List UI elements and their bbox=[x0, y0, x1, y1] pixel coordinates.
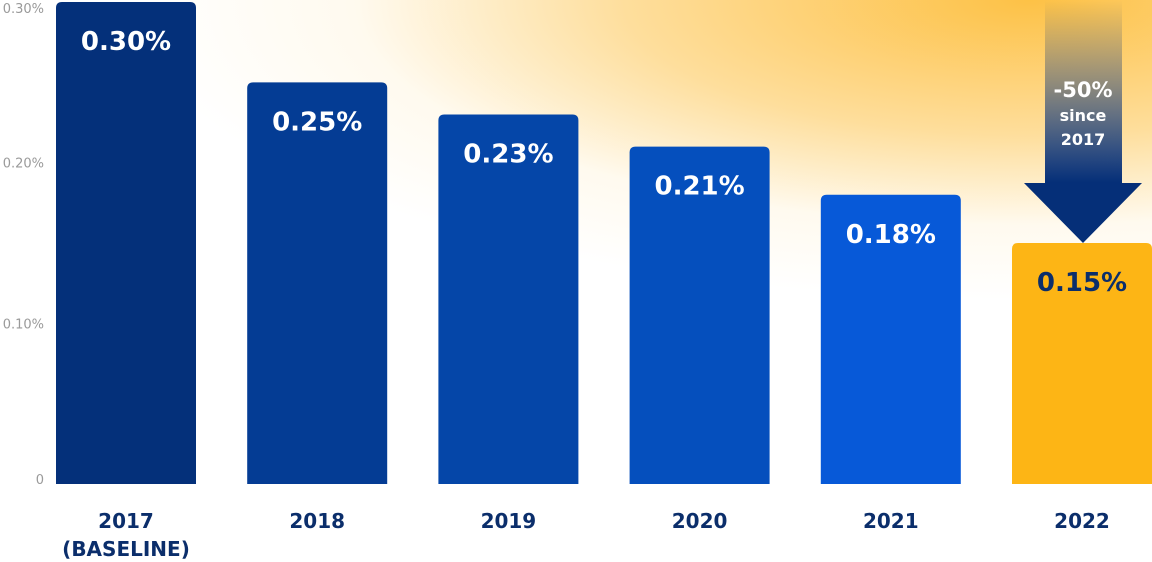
y-tick-label: 0.30% bbox=[3, 2, 44, 17]
bar-2019 bbox=[438, 114, 579, 484]
data-label: 0.30% bbox=[81, 27, 171, 57]
y-tick-label: 0.20% bbox=[3, 157, 44, 172]
bar-2018 bbox=[247, 82, 388, 484]
data-label: 0.18% bbox=[846, 220, 936, 250]
x-tick-label: 2020 bbox=[672, 509, 728, 533]
bar-2021 bbox=[820, 194, 961, 485]
y-tick-label: 0 bbox=[36, 473, 44, 488]
x-tick-label: 2022 bbox=[1054, 509, 1110, 533]
x-tick-label: 2018 bbox=[289, 509, 345, 533]
x-tick-sublabel: (BASELINE) bbox=[62, 537, 190, 561]
x-tick-label: 2021 bbox=[863, 509, 919, 533]
x-tick-label: 2019 bbox=[481, 509, 537, 533]
reduction-arrow: -50% since 2017 bbox=[1024, 0, 1142, 243]
annotation-line-2: since bbox=[1060, 106, 1107, 125]
data-label: 0.25% bbox=[272, 107, 362, 137]
data-label: 0.21% bbox=[654, 172, 744, 202]
y-tick-label: 0.10% bbox=[3, 317, 44, 332]
x-tick-label: 2017 bbox=[98, 509, 154, 533]
annotation-line-3: 2017 bbox=[1061, 130, 1106, 149]
down-arrow-icon bbox=[1024, 0, 1142, 243]
bar-2022 bbox=[1012, 243, 1152, 484]
bar-2017 bbox=[56, 2, 196, 484]
data-label: 0.23% bbox=[463, 139, 553, 169]
data-label: 0.15% bbox=[1037, 268, 1127, 298]
bar-2020 bbox=[629, 146, 770, 484]
annotation-line-1: -50% bbox=[1054, 78, 1113, 102]
